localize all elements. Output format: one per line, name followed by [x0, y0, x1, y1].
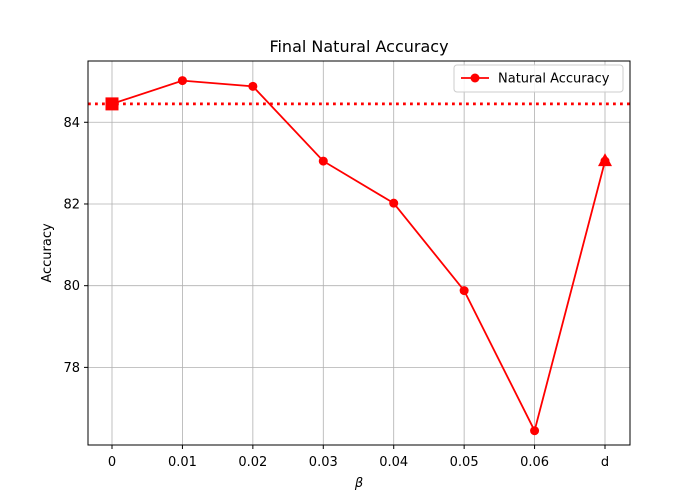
x-axis-label: β: [354, 476, 363, 491]
x-tick-label: d: [601, 455, 609, 470]
y-tick-label: 78: [63, 361, 80, 376]
square-marker: [105, 97, 119, 111]
x-tick-label: 0: [108, 455, 116, 470]
data-point: [530, 426, 540, 436]
x-tick-label: 0.01: [168, 455, 197, 470]
series-line: [111, 79, 606, 434]
legend: Natural Accuracy: [453, 64, 624, 93]
x-tick-label: 0.04: [379, 455, 408, 470]
y-axis-label: Accuracy: [40, 223, 55, 283]
data-point: [318, 156, 328, 166]
y-tick-label: 84: [63, 116, 80, 131]
triangle-marker: [598, 153, 612, 167]
data-point: [177, 76, 187, 86]
legend-label: Natural Accuracy: [498, 72, 610, 87]
x-tick-label: 0.02: [238, 455, 267, 470]
legend-box: [453, 64, 624, 93]
series-layer: [105, 76, 612, 436]
chart-title: Final Natural Accuracy: [269, 37, 448, 56]
y-tick-label: 80: [63, 279, 80, 294]
x-tick-label: 0.06: [520, 455, 549, 470]
data-point: [248, 81, 258, 91]
y-tick-label: 82: [63, 197, 80, 212]
grid: [88, 61, 630, 445]
plot-frame: [87, 60, 631, 446]
data-point: [459, 286, 469, 296]
ticks: 0 0.01 0.02 0.03 0.04 0.05 0.06 d 78 80 82 84: [63, 116, 609, 470]
data-point: [389, 198, 399, 208]
x-tick-label: 0.05: [450, 455, 479, 470]
x-tick-label: 0.03: [309, 455, 338, 470]
legend-marker: [470, 73, 480, 83]
